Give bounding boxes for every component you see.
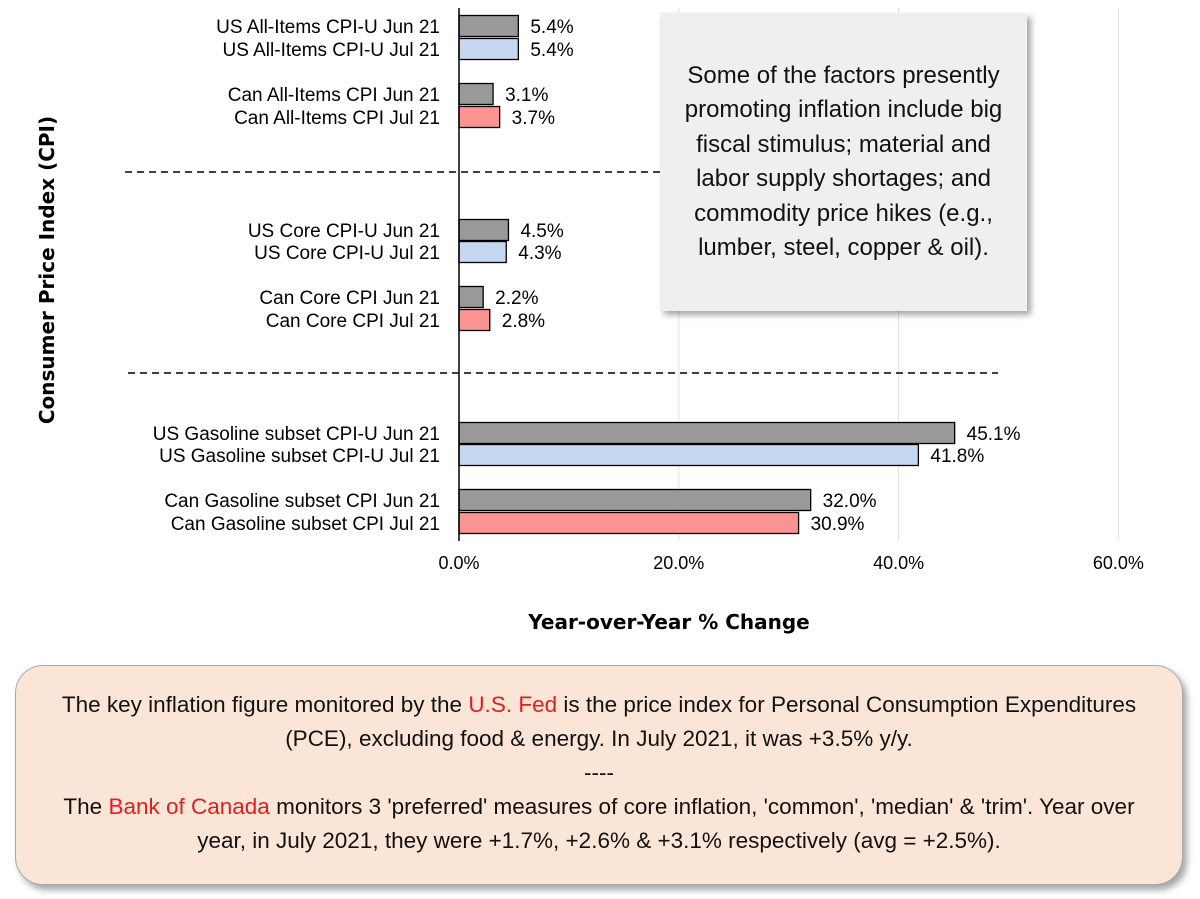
- value-label: 30.9%: [811, 514, 865, 535]
- category-label: US Core CPI-U Jul 21: [254, 243, 440, 264]
- value-label: 32.0%: [823, 491, 877, 512]
- value-label: 5.4%: [530, 40, 573, 61]
- bar: [458, 488, 812, 512]
- y-axis-title: Consumer Price Index (CPI): [35, 116, 59, 424]
- note-fed-before: The key inflation figure monitored by th…: [61, 692, 469, 717]
- x-tick-label: 0.0%: [438, 553, 479, 573]
- bar: [458, 105, 501, 129]
- inflation-factors-callout: Some of the factors presently promoting …: [660, 13, 1027, 311]
- central-bank-note: The key inflation figure monitored by th…: [15, 665, 1183, 885]
- category-label: US Core CPI-U Jun 21: [248, 221, 440, 242]
- bar: [458, 308, 491, 332]
- category-label: Can Gasoline subset CPI Jun 21: [164, 491, 440, 512]
- note-boc-before: The: [63, 794, 109, 819]
- note-fed-paragraph: The key inflation figure monitored by th…: [36, 688, 1162, 756]
- cpi-bar-chart: US All-Items CPI-U Jun 21 5.4% US All-Item…: [35, 8, 1144, 634]
- value-label: 45.1%: [967, 424, 1021, 445]
- bar: [458, 37, 519, 61]
- bars: US All-Items CPI-U Jun 21 5.4% US All-Item…: [153, 14, 1021, 535]
- bar: [458, 285, 484, 309]
- value-label: 3.1%: [505, 85, 548, 106]
- x-axis-ticks: 0.0% 20.0% 40.0% 60.0%: [438, 553, 1143, 573]
- category-label: US Gasoline subset CPI-U Jun 21: [153, 424, 440, 445]
- bar: [458, 511, 800, 535]
- value-label: 4.3%: [518, 243, 561, 264]
- value-label: 2.8%: [502, 311, 545, 332]
- value-label: 4.5%: [520, 221, 563, 242]
- value-label: 41.8%: [930, 446, 984, 467]
- note-fed-after: is the price index for Personal Consumpt…: [285, 692, 1137, 751]
- x-tick-label: 40.0%: [873, 553, 924, 573]
- x-tick-label: 20.0%: [653, 553, 704, 573]
- value-label: 5.4%: [530, 17, 573, 38]
- category-label: Can All-Items CPI Jul 21: [234, 108, 440, 129]
- callout-text: Some of the factors presently promoting …: [684, 61, 1003, 262]
- note-boc-after: monitors 3 'preferred' measures of core …: [197, 794, 1135, 853]
- us-fed-highlight: U.S. Fed: [468, 692, 558, 717]
- category-label: Can All-Items CPI Jun 21: [228, 85, 440, 106]
- group-separators: [125, 171, 998, 374]
- note-boc-paragraph: The Bank of Canada monitors 3 'preferred…: [36, 790, 1162, 858]
- category-label: Can Core CPI Jun 21: [259, 288, 440, 309]
- bar: [458, 218, 510, 242]
- bar: [458, 443, 920, 467]
- bar: [458, 421, 956, 445]
- bar: [458, 14, 519, 38]
- bar: [458, 82, 494, 106]
- category-label: Can Gasoline subset CPI Jul 21: [171, 514, 440, 535]
- category-label: US All-Items CPI-U Jun 21: [216, 17, 440, 38]
- x-axis-title: Year-over-Year % Change: [527, 610, 810, 634]
- bank-of-canada-highlight: Bank of Canada: [108, 794, 270, 819]
- category-label: US All-Items CPI-U Jul 21: [223, 40, 441, 61]
- category-label: US Gasoline subset CPI-U Jul 21: [159, 446, 440, 467]
- bar: [458, 240, 507, 264]
- value-label: 2.2%: [495, 288, 538, 309]
- category-label: Can Core CPI Jul 21: [266, 311, 440, 332]
- value-label: 3.7%: [512, 108, 555, 129]
- note-separator: ----: [584, 760, 614, 785]
- x-tick-label: 60.0%: [1093, 553, 1144, 573]
